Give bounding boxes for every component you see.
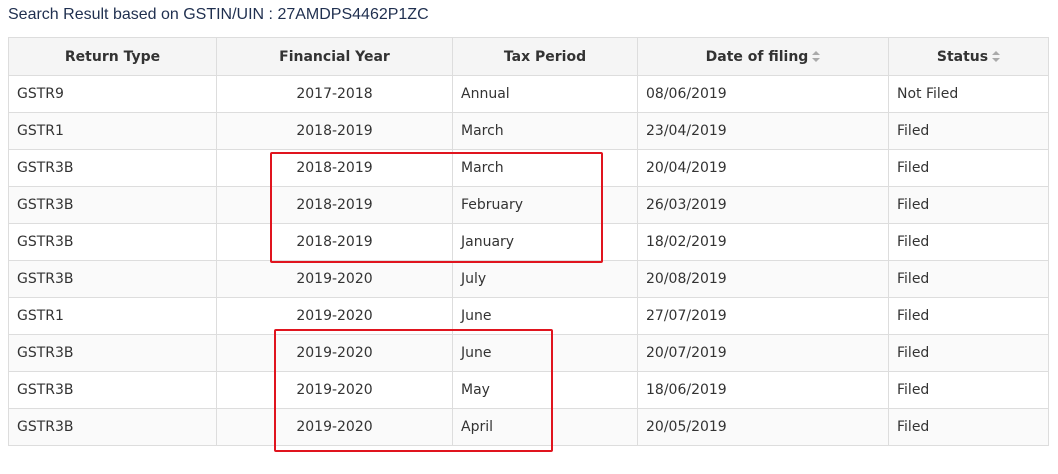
cell-financial-year: 2018-2019 [216, 149, 453, 187]
cell-date-of-filing: 26/03/2019 [637, 186, 889, 224]
cell-status: Filed [888, 260, 1049, 298]
cell-tax-period: March [452, 149, 638, 187]
table-row: GSTR9 2017-2018 Annual 08/06/2019 Not Filed [8, 75, 1049, 113]
header-label: Financial Year [279, 48, 390, 65]
cell-return-type: GSTR3B [8, 149, 217, 187]
cell-tax-period: January [452, 223, 638, 261]
header-return-type: Return Type [8, 37, 217, 76]
cell-status: Filed [888, 297, 1049, 335]
cell-status: Filed [888, 408, 1049, 446]
cell-financial-year: 2017-2018 [216, 75, 453, 113]
table-body: GSTR9 2017-2018 Annual 08/06/2019 Not Filed G… [8, 75, 1049, 446]
cell-return-type: GSTR3B [8, 371, 217, 409]
cell-return-type: GSTR3B [8, 186, 217, 224]
cell-status: Filed [888, 149, 1049, 187]
table-row: GSTR3B 2019-2020 July 20/08/2019 Filed [8, 260, 1049, 298]
cell-date-of-filing: 20/05/2019 [637, 408, 889, 446]
cell-return-type: GSTR3B [8, 260, 217, 298]
table-header-row: Return Type Financial Year Tax Period Da… [8, 37, 1049, 76]
cell-return-type: GSTR3B [8, 223, 217, 261]
cell-tax-period: May [452, 371, 638, 409]
cell-status: Filed [888, 186, 1049, 224]
cell-date-of-filing: 20/07/2019 [637, 334, 889, 372]
cell-financial-year: 2018-2019 [216, 223, 453, 261]
cell-financial-year: 2018-2019 [216, 186, 453, 224]
header-label: Status [936, 48, 989, 65]
table-row: GSTR3B 2019-2020 June 20/07/2019 Filed [8, 334, 1049, 372]
cell-status: Filed [888, 371, 1049, 409]
cell-return-type: GSTR3B [8, 408, 217, 446]
cell-date-of-filing: 18/02/2019 [637, 223, 889, 261]
header-date-of-filing[interactable]: Date of filing [637, 37, 889, 76]
table-row: GSTR1 2018-2019 March 23/04/2019 Filed [8, 112, 1049, 150]
table-row: GSTR3B 2018-2019 January 18/02/2019 Filed [8, 223, 1049, 261]
cell-tax-period: February [452, 186, 638, 224]
header-status[interactable]: Status [888, 37, 1049, 76]
table-row: GSTR3B 2018-2019 March 20/04/2019 Filed [8, 149, 1049, 187]
cell-financial-year: 2018-2019 [216, 112, 453, 150]
cell-tax-period: July [452, 260, 638, 298]
cell-return-type: GSTR1 [8, 112, 217, 150]
cell-financial-year: 2019-2020 [216, 334, 453, 372]
header-label: Return Type [64, 48, 161, 65]
cell-tax-period: June [452, 334, 638, 372]
cell-date-of-filing: 23/04/2019 [637, 112, 889, 150]
cell-date-of-filing: 27/07/2019 [637, 297, 889, 335]
header-financial-year: Financial Year [216, 37, 453, 76]
cell-status: Filed [888, 112, 1049, 150]
cell-status: Filed [888, 334, 1049, 372]
cell-return-type: GSTR9 [8, 75, 217, 113]
table-row: GSTR3B 2018-2019 February 26/03/2019 Filed [8, 186, 1049, 224]
sort-icon[interactable] [992, 50, 1001, 62]
cell-tax-period: March [452, 112, 638, 150]
cell-financial-year: 2019-2020 [216, 371, 453, 409]
returns-table: Return Type Financial Year Tax Period Da… [8, 37, 1049, 446]
cell-financial-year: 2019-2020 [216, 297, 453, 335]
cell-return-type: GSTR3B [8, 334, 217, 372]
cell-date-of-filing: 08/06/2019 [637, 75, 889, 113]
cell-date-of-filing: 20/08/2019 [637, 260, 889, 298]
header-label: Tax Period [503, 48, 587, 65]
table-row: GSTR3B 2019-2020 April 20/05/2019 Filed [8, 408, 1049, 446]
search-result-title: Search Result based on GSTIN/UIN : 27AMD… [8, 6, 429, 23]
sort-icon[interactable] [812, 50, 821, 62]
header-label: Date of filing [705, 48, 809, 65]
cell-date-of-filing: 18/06/2019 [637, 371, 889, 409]
cell-tax-period: June [452, 297, 638, 335]
cell-status: Not Filed [888, 75, 1049, 113]
cell-tax-period: Annual [452, 75, 638, 113]
cell-financial-year: 2019-2020 [216, 408, 453, 446]
table-row: GSTR3B 2019-2020 May 18/06/2019 Filed [8, 371, 1049, 409]
cell-financial-year: 2019-2020 [216, 260, 453, 298]
cell-date-of-filing: 20/04/2019 [637, 149, 889, 187]
header-tax-period: Tax Period [452, 37, 638, 76]
cell-status: Filed [888, 223, 1049, 261]
cell-tax-period: April [452, 408, 638, 446]
table-row: GSTR1 2019-2020 June 27/07/2019 Filed [8, 297, 1049, 335]
cell-return-type: GSTR1 [8, 297, 217, 335]
